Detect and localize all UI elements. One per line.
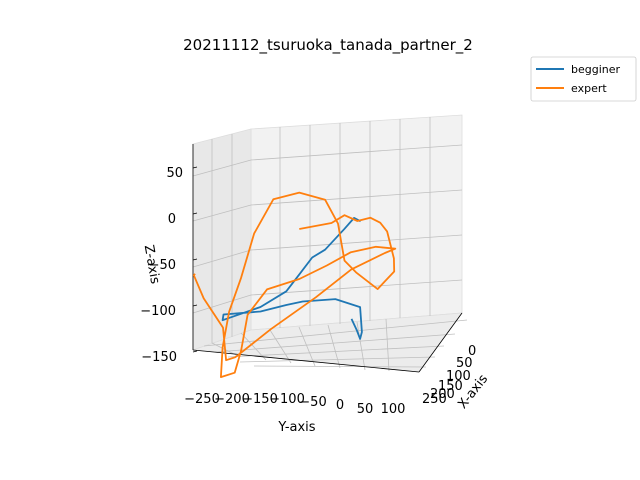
x-tick-label: 250 xyxy=(422,392,447,407)
x-tick-label: 50 xyxy=(456,356,473,371)
z-tick-mark xyxy=(192,304,198,307)
z-tick-label: 0 xyxy=(168,212,176,227)
legend: begginer expert xyxy=(530,56,637,102)
z-tick-label: 50 xyxy=(166,166,183,181)
x-tick-label: 200 xyxy=(430,387,455,402)
z-tick-mark xyxy=(192,212,198,215)
x-tick-label: 150 xyxy=(438,379,463,394)
y-tick-label: −250 xyxy=(184,392,220,407)
z-axis-label: Z-axis xyxy=(141,244,163,286)
axes-lines xyxy=(192,144,463,373)
series-line-begginer xyxy=(221,217,363,340)
y-tick-label: −200 xyxy=(214,392,250,407)
z-ticks: 50 0 −50 −100 −150 xyxy=(140,166,198,365)
y-tick-label: −100 xyxy=(269,392,305,407)
y-axis-line xyxy=(192,349,420,373)
z-tick-mark xyxy=(192,166,198,169)
z-tick-label: −100 xyxy=(140,304,176,319)
x-axis-line xyxy=(418,312,463,373)
y-tick-label: 100 xyxy=(381,402,406,417)
y-tick-label: −50 xyxy=(299,395,326,410)
z-tick-mark xyxy=(192,350,198,353)
x-tick-label: 100 xyxy=(446,369,471,384)
legend-label-expert: expert xyxy=(571,82,607,95)
z-tick-label: −150 xyxy=(141,350,177,365)
gridlines xyxy=(192,117,468,372)
y-tick-label: 50 xyxy=(357,402,374,417)
y-tick-label: 0 xyxy=(336,398,344,413)
y-ticks: −250−200−150−100−50 0 50 100 xyxy=(184,392,405,417)
series-line-expert xyxy=(192,191,397,378)
chart-title: 20211112_tsuruoka_tanada_partner_2 xyxy=(183,36,473,55)
legend-label-begginer: begginer xyxy=(571,63,621,76)
x-tick-label: 0 xyxy=(468,344,476,359)
y-tick-label: −150 xyxy=(242,392,278,407)
z-tick-mark xyxy=(192,258,198,261)
z-tick-label: −50 xyxy=(149,258,176,273)
series-layer xyxy=(192,191,397,378)
y-axis-label: Y-axis xyxy=(277,420,315,435)
